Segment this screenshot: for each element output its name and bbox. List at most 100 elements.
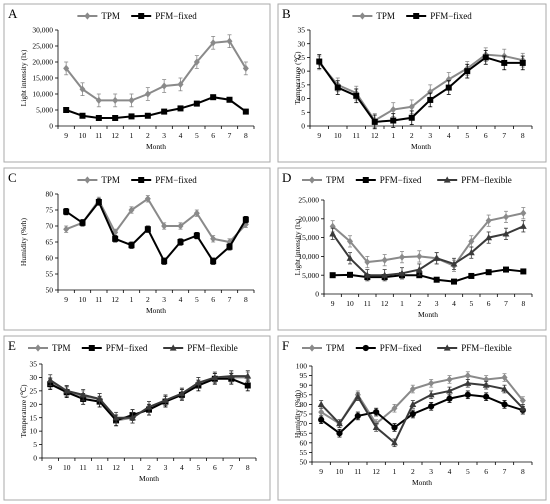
data-point [415, 265, 423, 273]
series-line [65, 40, 247, 102]
data-point [427, 391, 435, 398]
x-tick-label: 5 [465, 131, 469, 140]
x-tick-label: 4 [447, 131, 451, 140]
data-point [112, 96, 119, 104]
y-axis-title: Light intensity (lx) [19, 49, 28, 106]
data-point [445, 84, 452, 91]
data-point [390, 105, 397, 114]
x-tick-label: 3 [435, 299, 439, 308]
series-1 [47, 372, 251, 427]
y-tick-label: 85 [300, 390, 308, 399]
y-tick-label: 15,000 [32, 74, 53, 83]
y-axis-title: Humidity (%rh) [293, 389, 302, 438]
data-point [226, 96, 233, 103]
series-1 [316, 50, 526, 130]
data-point [128, 206, 135, 214]
y-tick-label: 10 [30, 427, 38, 436]
legend-label: PFM−flexible [461, 175, 512, 185]
y-tick-label: 5,000 [36, 106, 53, 115]
panel-letter: A [8, 6, 18, 21]
data-point [450, 260, 458, 267]
y-tick-label: 5,000 [302, 271, 319, 280]
x-tick-label: 9 [331, 299, 335, 308]
data-point [464, 68, 471, 75]
y-tick-label: 25 [30, 386, 38, 395]
y-axis-title: Light intensity (lx) [293, 218, 302, 275]
data-point [177, 80, 184, 88]
data-point [128, 113, 135, 120]
data-point [464, 372, 471, 380]
y-tick-label: 75 [46, 206, 54, 215]
x-tick-label: 7 [228, 131, 232, 140]
data-point [336, 420, 343, 427]
data-point [372, 423, 380, 431]
legend-marker [443, 344, 451, 351]
data-point [408, 103, 415, 111]
data-point [446, 375, 453, 384]
x-tick-label: 12 [381, 299, 389, 308]
y-tick-label: 60 [46, 254, 54, 263]
panel-letter: D [282, 170, 291, 185]
legend-marker [309, 176, 315, 184]
y-tick-label: 80 [46, 190, 54, 199]
data-point [501, 373, 508, 382]
data-point [468, 237, 475, 245]
y-axis-title: Temperature (℃) [19, 384, 28, 438]
data-point [464, 391, 471, 398]
y-tick-label: 0 [301, 122, 305, 131]
x-tick-label: 1 [130, 131, 134, 140]
data-point [242, 216, 249, 223]
y-tick-label: 0 [33, 454, 37, 463]
y-tick-label: 5 [33, 440, 37, 449]
series-line [65, 96, 247, 119]
legend-marker [35, 344, 41, 352]
data-point [346, 254, 354, 261]
series-line [320, 382, 524, 445]
data-point [242, 64, 249, 72]
x-tick-label: 1 [400, 299, 404, 308]
data-point [353, 92, 360, 99]
y-tick-label: 60 [300, 438, 308, 447]
x-tick-label: 6 [484, 131, 488, 140]
legend-label: TPM [376, 11, 395, 21]
data-point [95, 115, 102, 121]
y-tick-label: 95 [300, 371, 308, 380]
legend-marker [362, 344, 369, 352]
data-point [467, 249, 475, 256]
data-point [519, 404, 527, 411]
legend: TPM PFM−fixed [352, 11, 472, 21]
x-tick-label: 6 [487, 299, 491, 308]
data-point [433, 276, 440, 283]
panel-letter: E [8, 338, 16, 353]
data-point [363, 271, 371, 278]
x-tick-label: 10 [334, 131, 342, 140]
panel-frame [3, 167, 271, 331]
data-point [318, 408, 325, 416]
x-tick-label: 2 [417, 299, 421, 308]
data-point [194, 379, 202, 386]
x-tick-label: 9 [48, 463, 52, 472]
data-point [390, 117, 397, 124]
data-point [519, 59, 526, 66]
legend-label: PFM−fixed [106, 343, 148, 353]
x-tick-label: 12 [111, 295, 119, 304]
data-point [329, 230, 337, 237]
x-tick-label: 3 [162, 131, 166, 140]
legend-marker [413, 13, 420, 19]
y-tick-label: 100 [296, 362, 308, 371]
series-line [318, 56, 523, 123]
y-tick-label: 75 [300, 410, 308, 419]
legend-marker [84, 12, 91, 20]
legend-label: PFM−fixed [430, 11, 472, 21]
x-tick-label: 12 [372, 467, 380, 476]
data-point [112, 115, 119, 121]
data-point [79, 112, 86, 119]
y-tick-label: 80 [300, 400, 308, 409]
data-point [482, 54, 489, 61]
data-point [46, 376, 54, 383]
data-point [162, 396, 169, 403]
data-point [381, 256, 388, 264]
